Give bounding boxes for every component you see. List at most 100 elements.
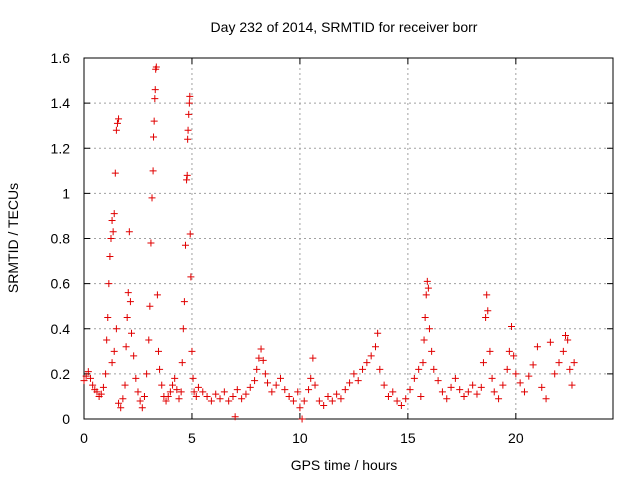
data-point [93,388,101,396]
y-tick-label: 1.4 [51,95,71,111]
data-point [238,395,246,403]
data-point [261,370,269,378]
data-point [231,413,239,421]
data-point [512,370,520,378]
data-point [538,383,546,391]
data-point [132,374,140,382]
data-point [164,392,172,400]
data-point [150,133,158,141]
data-point [561,332,569,340]
data-point [289,397,297,405]
data-point [125,228,133,236]
data-point [108,359,116,367]
data-point [551,370,559,378]
data-point [121,381,129,389]
data-point [568,381,576,389]
data-point [111,169,119,177]
data-point [415,365,423,373]
data-point [154,347,162,355]
data-point [138,404,146,412]
data-point [320,401,328,409]
data-point [255,354,263,362]
data-point [112,126,120,134]
data-point [499,381,507,389]
data-point [525,372,533,380]
data-point [199,388,207,396]
data-point [162,397,170,405]
data-point [333,390,341,398]
data-point [294,388,302,396]
data-point [406,386,414,394]
data-point [300,397,308,405]
y-tick-label: 0.8 [51,231,71,247]
plot-frame [83,57,614,420]
y-tick-label: 1.2 [51,140,71,156]
data-point [186,230,194,238]
data-point [128,329,136,337]
data-point [140,392,148,400]
data-point [212,390,220,398]
data-point [371,343,379,351]
data-point [192,392,200,400]
data-point [469,381,477,389]
data-point [105,280,113,288]
data-point [272,381,280,389]
data-point [570,359,578,367]
data-point [473,390,481,398]
data-point [225,397,233,405]
data-point [285,392,293,400]
data-point [166,388,174,396]
data-point [183,176,191,184]
data-point [143,370,151,378]
x-tick-label: 5 [188,430,196,446]
data-point [542,395,550,403]
data-point [123,313,131,321]
y-tick-label: 0 [62,411,70,427]
data-point [122,343,130,351]
data-point [495,395,503,403]
data-point [183,171,191,179]
data-point [115,115,123,123]
data-point [328,397,336,405]
data-point [503,365,511,373]
data-point [177,388,185,396]
data-point [393,397,401,405]
data-point [337,395,345,403]
data-point [397,401,405,409]
data-point [389,388,397,396]
data-point [374,329,382,337]
data-point [423,277,431,285]
data-point [186,92,194,100]
data-point [108,216,116,224]
data-point [376,365,384,373]
data-point [86,374,94,382]
data-point [190,388,198,396]
data-point [421,313,429,321]
data-point [410,374,418,382]
data-point [179,325,187,333]
data-point [113,119,121,127]
data-point [341,386,349,394]
data-point [253,365,261,373]
data-point [555,359,563,367]
data-point [152,63,160,71]
data-point [425,325,433,333]
data-point [148,194,156,202]
data-point [110,210,118,218]
data-point [146,302,154,310]
data-point [296,404,304,412]
data-point [216,395,224,403]
data-point [97,390,105,398]
data-point [126,298,134,306]
x-tick-label: 20 [508,430,524,446]
x-tick-label: 15 [400,430,416,446]
data-point [564,336,572,344]
data-point [510,352,518,360]
data-point [158,381,166,389]
data-point [566,365,574,373]
data-point [187,273,195,281]
data-point [229,392,237,400]
data-point [89,381,97,389]
data-point [363,359,371,367]
